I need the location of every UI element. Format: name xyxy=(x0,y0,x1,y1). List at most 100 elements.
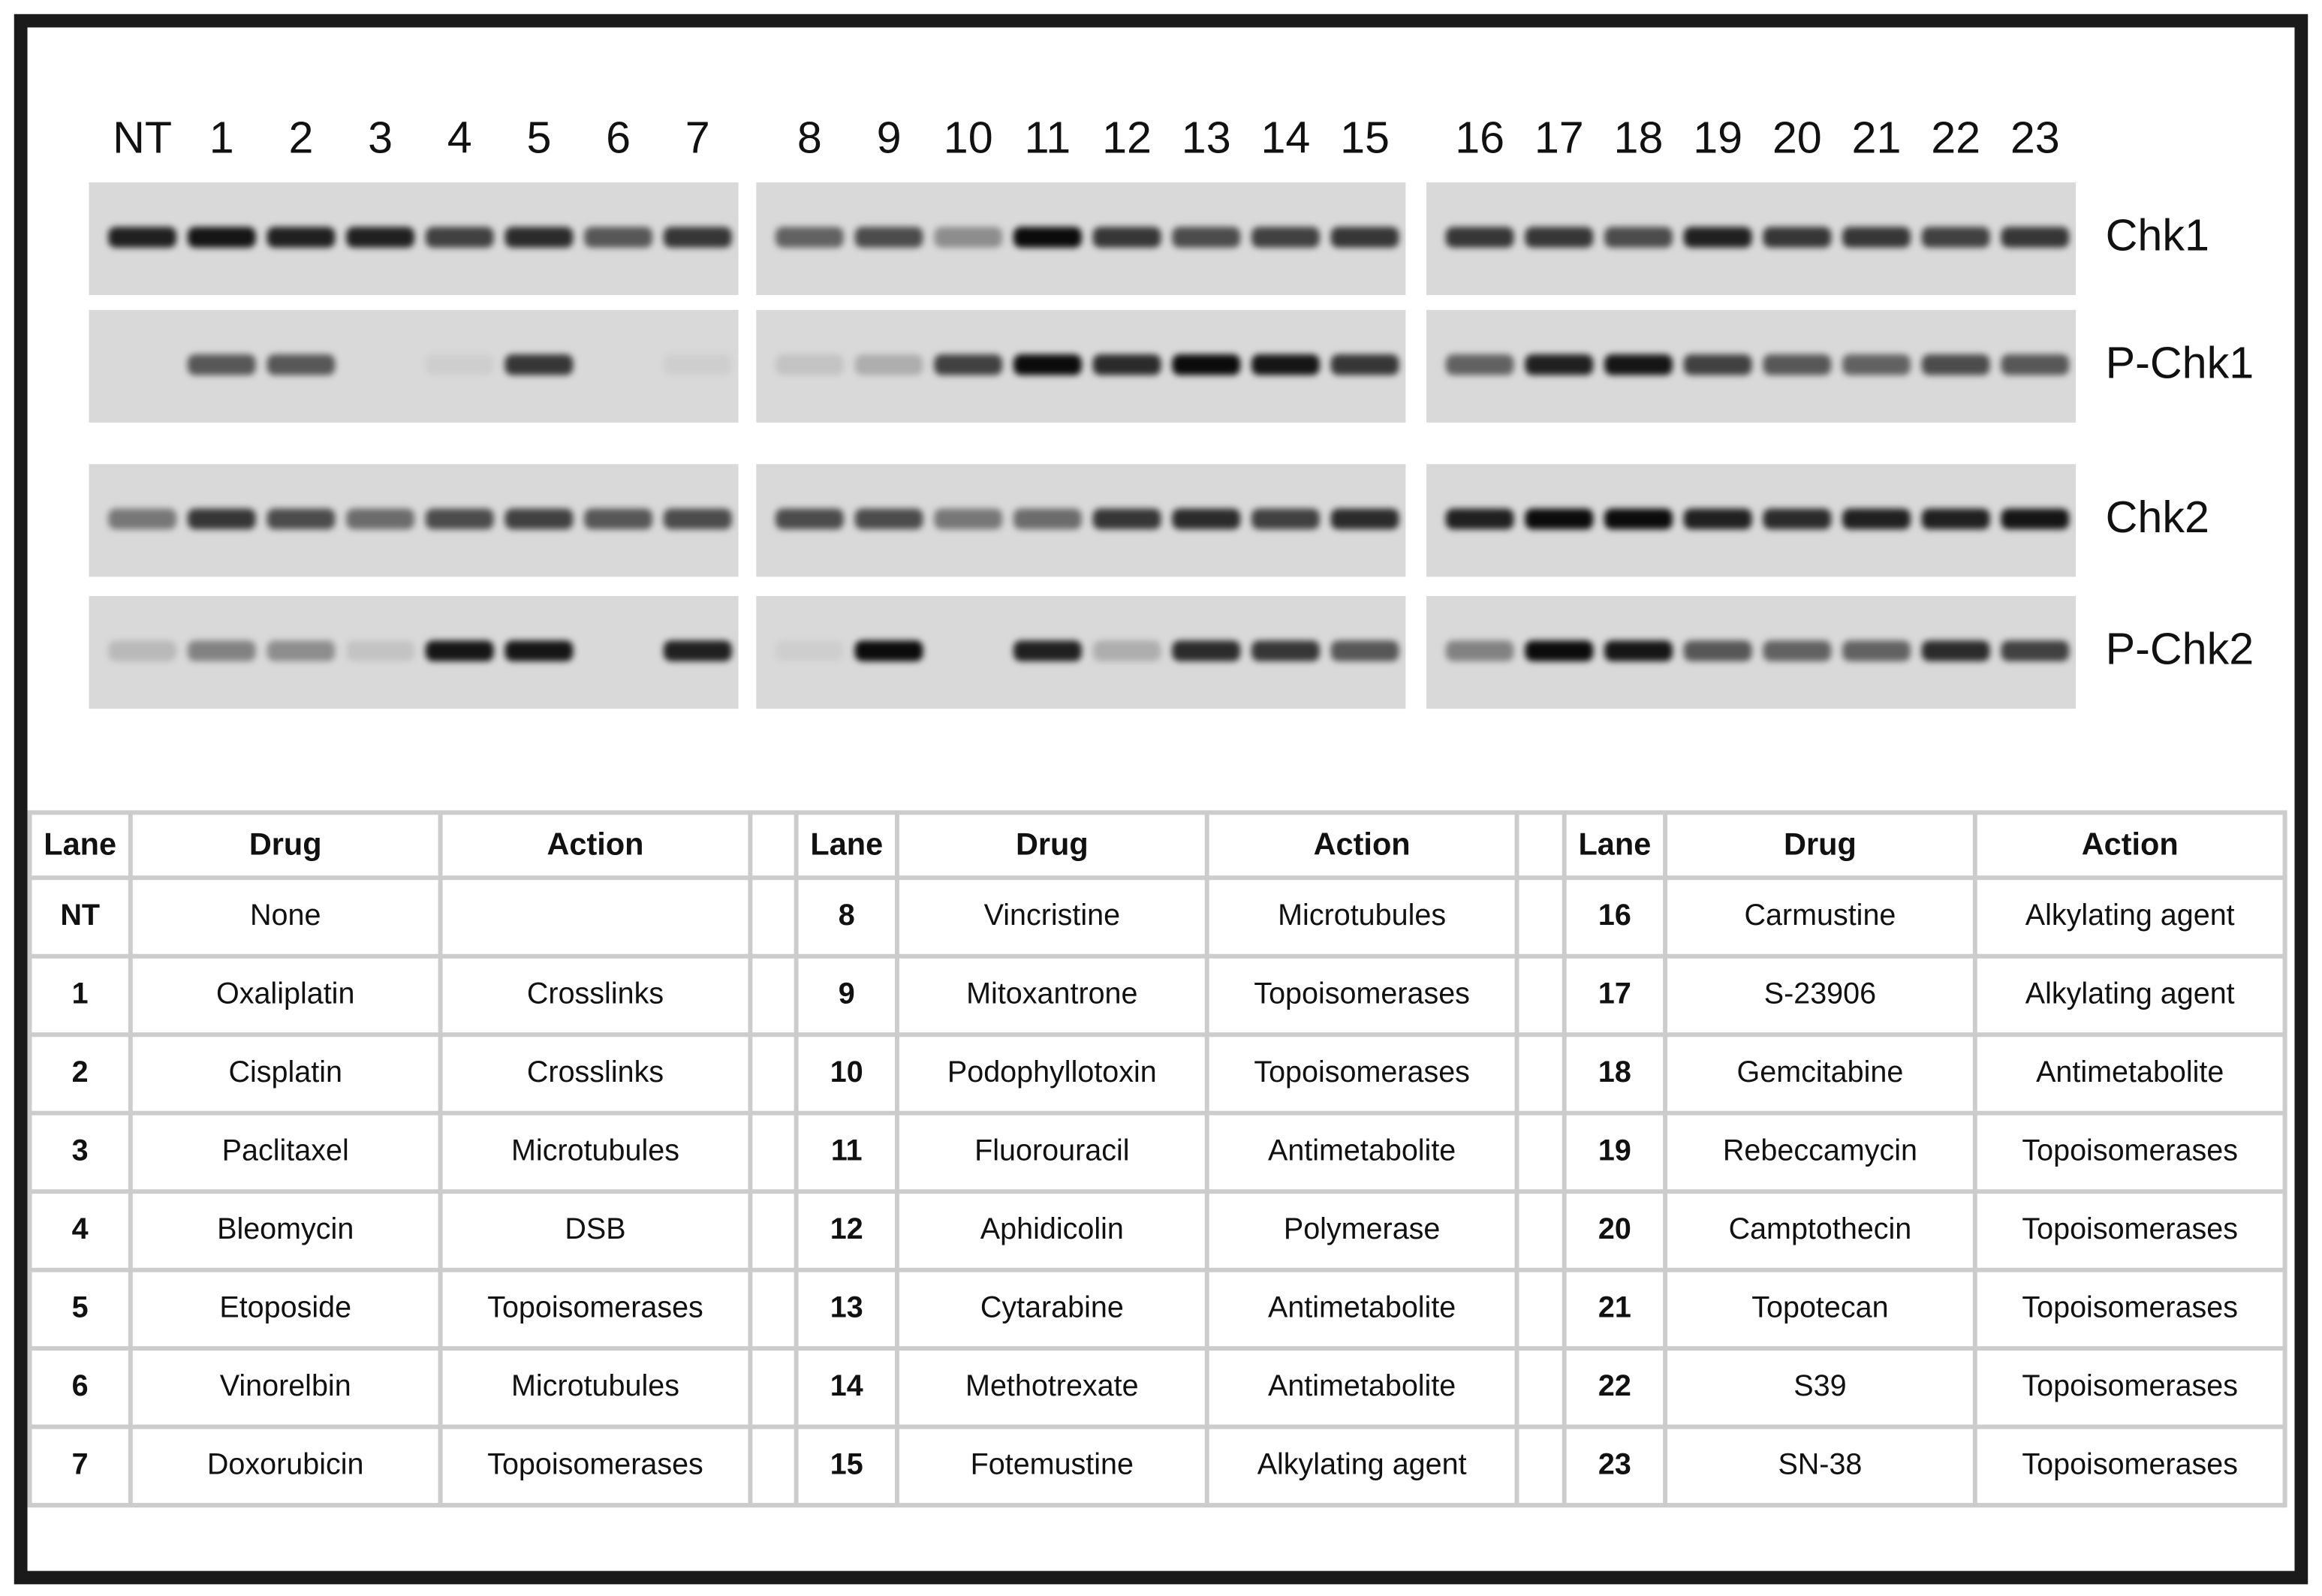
lane-cell: 18 xyxy=(1598,1055,1631,1089)
lane-cell: 5 xyxy=(72,1290,89,1323)
band xyxy=(108,508,177,530)
table-cell: Antimetabolite xyxy=(2036,1055,2224,1089)
band xyxy=(1683,354,1752,375)
table-cell: Etoposide xyxy=(219,1290,351,1323)
band xyxy=(1172,227,1241,248)
band xyxy=(108,354,176,375)
table-cell: Topotecan xyxy=(1751,1290,1888,1323)
lane-label: 4 xyxy=(447,112,472,162)
band xyxy=(775,508,844,530)
band xyxy=(1013,508,1082,530)
lane-label: 17 xyxy=(1534,112,1584,162)
table-cell: Aphidicolin xyxy=(980,1212,1124,1245)
column-header: Lane xyxy=(810,827,883,862)
band xyxy=(584,354,652,375)
lane-label: 10 xyxy=(944,112,993,162)
table-cell: Gemcitabine xyxy=(1737,1055,1904,1089)
table-cell: Vincristine xyxy=(984,899,1121,932)
lane-label: 9 xyxy=(877,112,902,162)
lane-label: 14 xyxy=(1260,112,1310,162)
band xyxy=(2001,354,2070,375)
band xyxy=(425,227,494,248)
band xyxy=(1092,354,1161,375)
band xyxy=(1013,354,1082,375)
band xyxy=(1330,227,1399,248)
band xyxy=(854,227,923,248)
band xyxy=(504,640,574,661)
blot-label: Chk2 xyxy=(2106,492,2209,542)
lane-cell: 1 xyxy=(72,977,89,1010)
band xyxy=(267,640,336,661)
band xyxy=(1445,508,1514,530)
band xyxy=(1525,354,1594,375)
lane-cell: 20 xyxy=(1598,1212,1631,1245)
band xyxy=(934,640,1002,661)
band xyxy=(584,227,653,248)
band xyxy=(663,227,732,248)
lane-cell: 19 xyxy=(1598,1134,1631,1167)
band xyxy=(1604,354,1673,375)
lane-label: 19 xyxy=(1693,112,1742,162)
lane-cell: 12 xyxy=(830,1212,863,1245)
table-cell: Cisplatin xyxy=(228,1055,342,1089)
table-cell: Fluorouracil xyxy=(974,1134,1129,1167)
lane-cell: 7 xyxy=(72,1447,89,1480)
band xyxy=(504,354,574,375)
blot-label: P-Chk1 xyxy=(2106,338,2254,388)
band xyxy=(854,508,923,530)
table-cell: Topoisomerases xyxy=(2022,1212,2238,1245)
band xyxy=(2001,227,2070,248)
lane-label: 7 xyxy=(685,112,710,162)
band xyxy=(663,508,732,530)
blot-label: Chk1 xyxy=(2106,210,2209,260)
band xyxy=(1092,640,1161,661)
column-header: Drug xyxy=(1016,827,1089,862)
band xyxy=(346,640,415,661)
lane-label: 3 xyxy=(368,112,393,162)
table-cell: Topoisomerases xyxy=(2022,1290,2238,1323)
band xyxy=(934,508,1003,530)
band xyxy=(346,354,414,375)
band xyxy=(1604,227,1673,248)
band xyxy=(1013,640,1082,661)
lane-cell: 17 xyxy=(1598,977,1631,1010)
table-cell: Topoisomerases xyxy=(487,1290,703,1323)
column-header: Action xyxy=(1314,827,1411,862)
band xyxy=(775,640,844,661)
band xyxy=(1445,227,1514,248)
band xyxy=(663,640,732,661)
lane-cell: 11 xyxy=(831,1134,863,1167)
band xyxy=(1921,227,1990,248)
lane-label: 5 xyxy=(526,112,551,162)
band xyxy=(1763,354,1832,375)
table-cell: S-23906 xyxy=(1764,977,1876,1010)
band xyxy=(1251,640,1320,661)
band xyxy=(1330,508,1399,530)
table-cell: Alkylating agent xyxy=(2025,899,2235,932)
band xyxy=(267,508,336,530)
lane-cell: 9 xyxy=(839,977,855,1010)
band xyxy=(1092,227,1161,248)
table-cell: Antimetabolite xyxy=(1268,1290,1456,1323)
table-cell: Vinorelbin xyxy=(220,1369,351,1402)
band xyxy=(1842,227,1911,248)
band xyxy=(425,640,494,661)
blot-label: P-Chk2 xyxy=(2106,624,2254,674)
band xyxy=(1763,227,1832,248)
band xyxy=(1525,640,1594,661)
band xyxy=(504,227,574,248)
lane-cell: 14 xyxy=(830,1369,863,1402)
lane-label: 21 xyxy=(1852,112,1902,162)
lane-label: 13 xyxy=(1182,112,1231,162)
band xyxy=(108,640,177,661)
lane-cell: 15 xyxy=(830,1447,863,1480)
table-cell: Microtubules xyxy=(511,1134,679,1167)
band xyxy=(108,227,177,248)
table-cell: Polymerase xyxy=(1284,1212,1441,1245)
column-header: Action xyxy=(547,827,643,862)
lane-cell: 22 xyxy=(1598,1369,1631,1402)
table-cell: Topoisomerases xyxy=(487,1447,703,1480)
lane-label: 6 xyxy=(606,112,631,162)
